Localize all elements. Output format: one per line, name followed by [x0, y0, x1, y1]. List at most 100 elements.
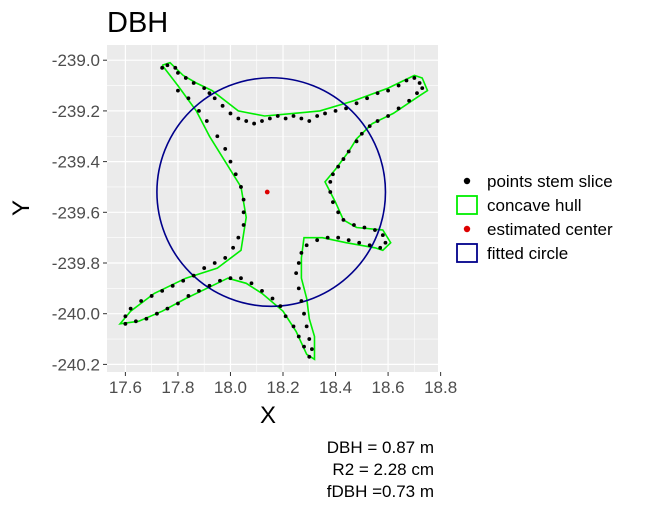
- stem-point: [176, 70, 180, 75]
- legend-key-center: [463, 225, 471, 233]
- legend-key-circle: [456, 243, 478, 263]
- fitted-circle: [156, 76, 387, 308]
- stem-point: [123, 321, 128, 326]
- stem-point: [228, 159, 233, 164]
- stem-point: [144, 316, 149, 321]
- stem-point: [307, 354, 312, 359]
- stem-point: [207, 283, 212, 288]
- stem-point: [315, 114, 320, 118]
- major-gridlines: [107, 45, 442, 372]
- dbh-annotation: DBH = 0.87 m R2 = 2.28 cm fDBH =0.73 m: [327, 438, 434, 501]
- stem-point: [197, 109, 201, 113]
- stem-point: [291, 114, 296, 118]
- stem-point: [139, 299, 144, 303]
- stem-point: [231, 245, 235, 250]
- stem-point: [336, 210, 341, 215]
- stem-point: [407, 98, 412, 103]
- dbh-value-text: DBH = 0.87 m: [327, 438, 434, 457]
- stem-point: [346, 238, 351, 243]
- stem-point: [296, 334, 301, 339]
- legend-item-points: points stem slice: [463, 172, 613, 191]
- stem-point: [367, 124, 372, 129]
- stem-point: [165, 63, 170, 68]
- stem-point: [241, 197, 246, 202]
- y-axis-title: Y: [8, 200, 35, 216]
- stem-point: [302, 311, 306, 316]
- stem-point: [336, 164, 341, 169]
- stem-point: [173, 65, 178, 70]
- stem-point: [375, 119, 380, 123]
- y-tick-label: -239.6: [52, 203, 100, 222]
- stem-point: [252, 121, 257, 126]
- stem-point: [291, 324, 296, 329]
- legend-label: fitted circle: [487, 244, 568, 263]
- chart-title: DBH: [107, 7, 168, 39]
- concave-hull-line: [118, 61, 429, 361]
- stem-point: [128, 306, 133, 311]
- stem-point: [233, 172, 238, 177]
- stem-point: [299, 299, 304, 303]
- stem-point: [417, 81, 422, 85]
- stem-point: [383, 240, 388, 245]
- stem-point: [283, 314, 288, 319]
- stem-point: [367, 243, 372, 248]
- stem-point: [304, 243, 309, 248]
- stem-point: [186, 294, 191, 298]
- stem-point: [386, 88, 390, 93]
- stem-point: [396, 83, 401, 88]
- stem-point: [386, 114, 390, 118]
- stem-point: [294, 271, 299, 276]
- stem-point: [378, 245, 383, 250]
- stem-point: [310, 347, 314, 352]
- stem-point: [228, 276, 233, 281]
- stem-point: [244, 119, 249, 123]
- stem-point: [170, 283, 175, 288]
- stem-point: [278, 304, 283, 308]
- stem-point: [373, 228, 377, 232]
- stem-point: [283, 116, 288, 121]
- stem-point: [197, 288, 201, 293]
- stem-point: [331, 172, 335, 177]
- x-axis-title: X: [260, 402, 276, 429]
- stem-point: [307, 119, 312, 123]
- stem-point: [404, 78, 409, 83]
- stem-point: [236, 116, 241, 121]
- r2-value-text: R2 = 2.28 cm: [332, 460, 434, 479]
- stem-point: [325, 235, 330, 240]
- stem-point: [331, 200, 335, 205]
- stem-point: [186, 96, 191, 101]
- stem-point: [202, 86, 207, 90]
- stem-point: [396, 106, 401, 111]
- legend-label: concave hull: [487, 196, 582, 215]
- stem-point: [365, 96, 369, 101]
- stem-point: [223, 147, 228, 151]
- stem-point: [176, 88, 180, 93]
- stem-point: [228, 111, 233, 116]
- x-tick-label: 18.2: [266, 378, 299, 397]
- plot-marks: [118, 61, 429, 361]
- stem-point: [299, 250, 304, 255]
- stem-point: [323, 111, 327, 116]
- stem-point: [362, 225, 367, 230]
- stem-point: [307, 337, 312, 341]
- x-axis-ticks: 17.6 17.8 18.0 18.2 18.4 18.6 18.8: [109, 372, 457, 397]
- stem-point: [341, 218, 346, 222]
- stem-point: [375, 91, 380, 96]
- y-tick-label: -239.0: [52, 51, 100, 70]
- stem-point: [304, 324, 309, 329]
- stem-point: [354, 139, 359, 144]
- x-tick-label: 18.6: [372, 378, 405, 397]
- stem-point: [328, 179, 333, 184]
- stem-point: [181, 278, 186, 283]
- stem-point: [236, 235, 241, 240]
- stem-point: [328, 190, 333, 194]
- x-tick-label: 18.0: [214, 378, 247, 397]
- stem-point: [420, 86, 425, 90]
- minor-gridlines: [107, 45, 438, 372]
- legend-key-hull: [456, 195, 478, 215]
- stem-point: [380, 233, 385, 238]
- stem-point: [260, 119, 264, 123]
- stem-point: [341, 157, 346, 161]
- stem-point: [241, 223, 246, 227]
